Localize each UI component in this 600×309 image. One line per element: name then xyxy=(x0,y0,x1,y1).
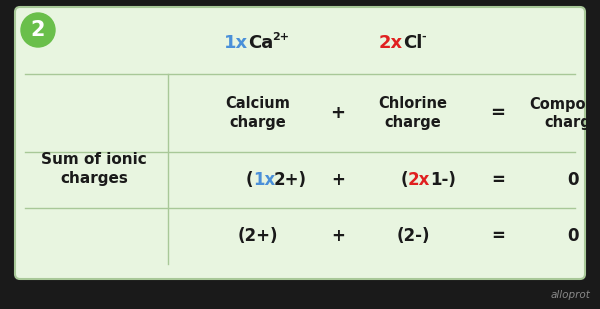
FancyBboxPatch shape xyxy=(15,7,585,279)
Text: Sum of ionic: Sum of ionic xyxy=(41,151,147,167)
Text: alloprot: alloprot xyxy=(550,290,590,300)
Text: charge: charge xyxy=(230,115,286,129)
Text: 2x: 2x xyxy=(408,171,430,189)
Text: Cl: Cl xyxy=(403,34,422,52)
Text: -: - xyxy=(421,32,425,42)
Text: charges: charges xyxy=(60,171,128,187)
Text: =: = xyxy=(491,104,505,122)
Text: =: = xyxy=(491,227,505,245)
Text: +: + xyxy=(331,104,346,122)
Text: 0: 0 xyxy=(567,171,579,189)
Text: 2+): 2+) xyxy=(274,171,307,189)
Text: 2: 2 xyxy=(31,20,45,40)
Text: 1x: 1x xyxy=(253,171,275,189)
Text: Chlorine: Chlorine xyxy=(379,96,448,112)
Text: +: + xyxy=(331,171,345,189)
Text: (: ( xyxy=(245,171,253,189)
Circle shape xyxy=(21,13,55,47)
Text: (2+): (2+) xyxy=(238,227,278,245)
Text: 0: 0 xyxy=(567,227,579,245)
Text: Compound: Compound xyxy=(529,96,600,112)
Text: charge: charge xyxy=(385,115,442,129)
Text: 1-): 1-) xyxy=(430,171,456,189)
Text: =: = xyxy=(491,171,505,189)
Text: (: ( xyxy=(401,171,408,189)
Text: charge: charge xyxy=(545,115,600,129)
Text: Calcium: Calcium xyxy=(226,96,290,112)
Text: 2+: 2+ xyxy=(272,32,289,42)
Text: (2-): (2-) xyxy=(396,227,430,245)
Text: +: + xyxy=(331,227,345,245)
Text: 2x: 2x xyxy=(379,34,403,52)
Text: 1x: 1x xyxy=(224,34,248,52)
Text: Ca: Ca xyxy=(248,34,273,52)
